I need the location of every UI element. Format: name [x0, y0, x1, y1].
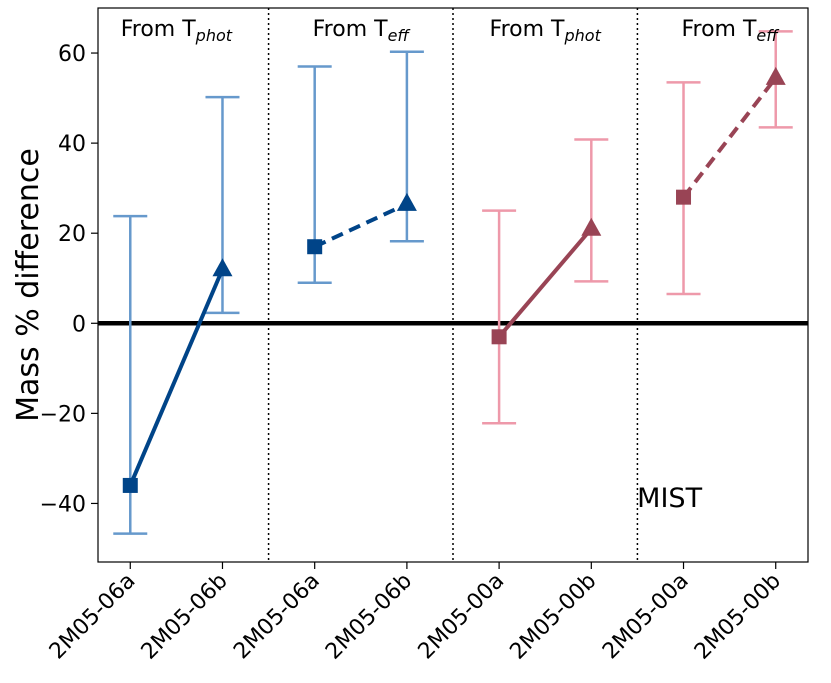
x-tick-label: 2M05-06b [321, 569, 417, 665]
series-line [497, 227, 593, 339]
panel-label: From Tphot [490, 17, 602, 45]
y-axis-ticks: −40 −20 0 20 40 60 [40, 42, 98, 517]
triangle-marker [581, 217, 602, 236]
y-tick-label: 60 [58, 42, 86, 67]
series-line [128, 268, 225, 487]
x-axis-ticks: 2M05-06a2M05-06b2M05-06a2M05-06b2M05-00a… [45, 562, 786, 665]
square-marker [307, 239, 323, 255]
square-marker [676, 189, 692, 205]
panel-label-subscript: phot [563, 26, 601, 45]
panel-label-subscript: phot [195, 26, 233, 45]
series-line [681, 76, 778, 199]
panel-label-subscript: eff [756, 26, 780, 45]
y-tick-label: 0 [72, 312, 86, 337]
series-line [313, 202, 408, 249]
panel-label-base: From T [121, 17, 196, 42]
x-tick-label: 2M05-06a [229, 569, 325, 665]
series-lines [128, 76, 778, 487]
panel-dividers [267, 8, 639, 562]
panel-label: From Teff [313, 17, 412, 45]
triangle-marker [765, 66, 786, 85]
square-marker [491, 329, 507, 345]
panel-label: From Teff [681, 17, 780, 45]
x-tick-label: 2M05-00b [505, 569, 601, 665]
y-tick-label: 20 [58, 222, 86, 247]
x-tick-label: 2M05-06b [137, 569, 233, 665]
model-annotation: MIST [637, 483, 702, 514]
panel-label: From Tphot [121, 17, 233, 45]
square-marker [122, 477, 138, 493]
x-tick-label: 2M05-00a [414, 569, 510, 665]
x-tick-label: 2M05-00a [598, 569, 694, 665]
triangle-marker [396, 192, 417, 211]
panel-label-base: From T [681, 17, 756, 42]
panel-label-base: From T [490, 17, 565, 42]
triangle-marker [212, 258, 233, 277]
panel-label-subscript: eff [388, 26, 412, 45]
plot-frame [97, 7, 809, 563]
x-tick-label: 2M05-00b [690, 569, 786, 665]
y-axis-label: Mass % difference [11, 148, 46, 422]
y-tick-label: −20 [40, 402, 86, 427]
y-tick-label: 40 [58, 132, 86, 157]
data-markers [122, 66, 786, 493]
panel-labels: From Tphot From Teff From Tphot From Teff [121, 17, 781, 45]
panel-label-base: From T [313, 17, 388, 42]
y-tick-label: −40 [40, 492, 86, 517]
x-tick-label: 2M05-06a [45, 569, 141, 665]
